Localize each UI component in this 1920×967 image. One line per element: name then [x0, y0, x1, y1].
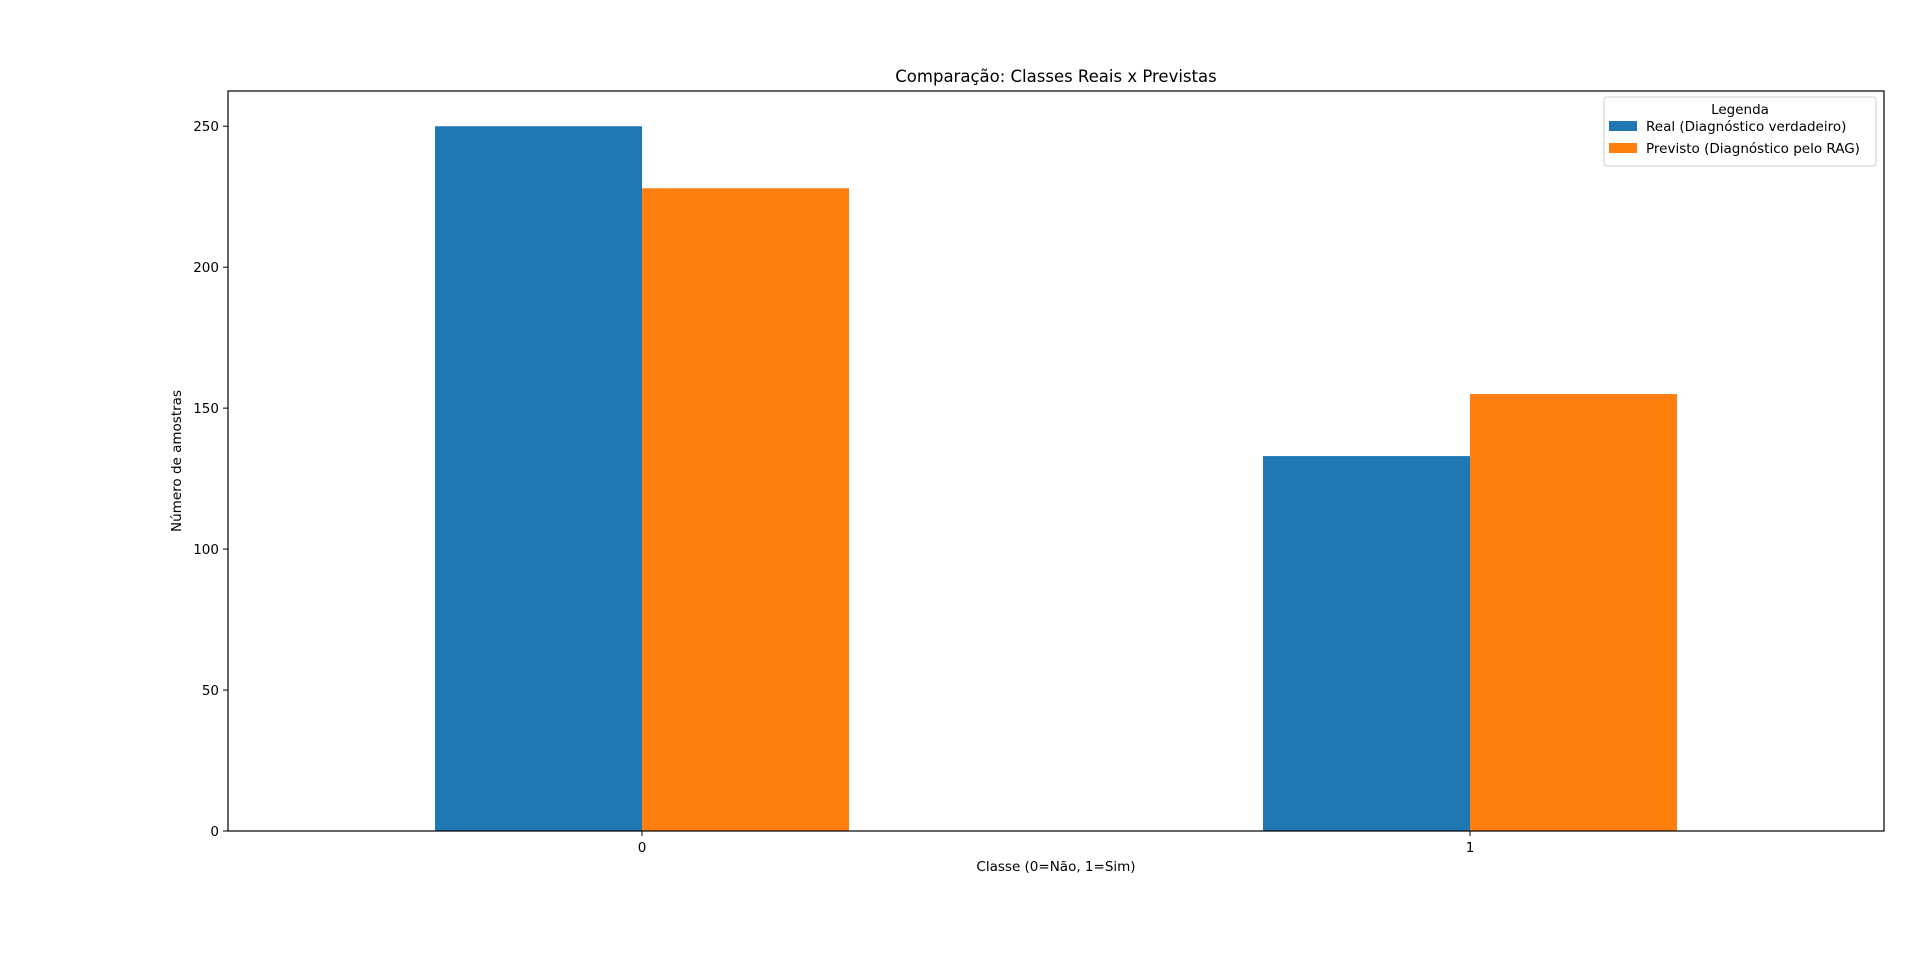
legend-swatch: [1609, 121, 1637, 131]
bar-series-1-category-1: [1470, 394, 1677, 831]
y-tick-label: 0: [210, 824, 219, 840]
chart-title: Comparação: Classes Reais x Previstas: [895, 67, 1216, 86]
legend-box: [1603, 96, 1877, 167]
y-tick-label: 150: [193, 401, 219, 417]
y-axis-label: Número de amostras: [169, 390, 185, 532]
x-tick-label: 0: [638, 840, 647, 856]
bar-series-1-category-0: [642, 188, 849, 831]
legend-entries: Real (Diagnóstico verdadeiro) Previsto (D…: [1609, 119, 1860, 157]
y-tick-label: 50: [202, 683, 219, 699]
legend-title: Legenda: [1711, 102, 1769, 118]
plot-frame: [227, 90, 1885, 832]
y-axis: 0 50 100 150 200 250: [193, 119, 228, 840]
bars-group: [435, 126, 1677, 831]
x-axis-label: Classe (0=Não, 1=Sim): [976, 859, 1135, 875]
y-tick-label: 200: [193, 260, 219, 276]
bar-series-0-category-1: [1263, 456, 1470, 831]
legend: Legenda Real (Diagnóstico verdadeiro) Pre…: [1603, 96, 1877, 167]
x-tick-label: 1: [1466, 840, 1475, 856]
legend-swatch: [1609, 143, 1637, 153]
y-tick-label: 250: [193, 119, 219, 135]
bar-series-0-category-0: [435, 126, 642, 831]
legend-label: Real (Diagnóstico verdadeiro): [1646, 119, 1846, 135]
legend-label: Previsto (Diagnóstico pelo RAG): [1646, 141, 1860, 157]
y-tick-label: 100: [193, 542, 219, 558]
